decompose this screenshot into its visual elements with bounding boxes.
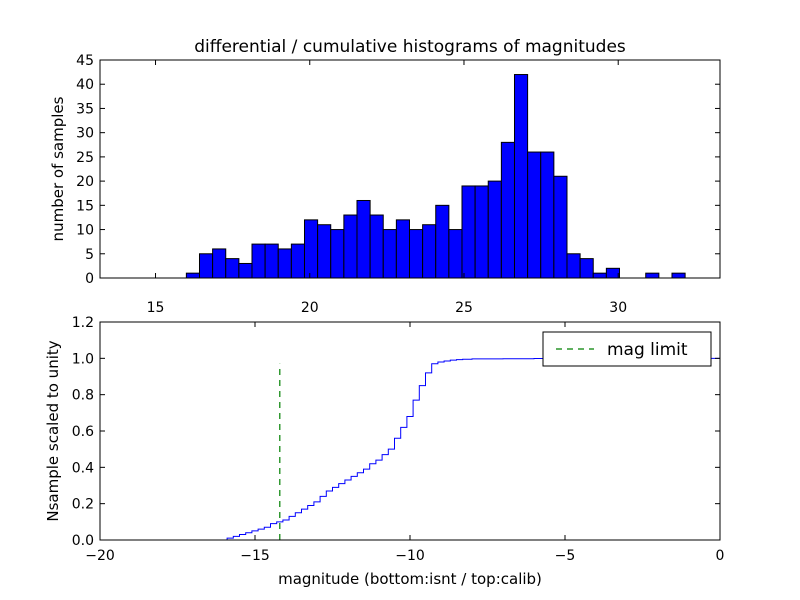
bottom-series-group — [100, 357, 721, 541]
top-x-tick-label: 15 — [147, 300, 165, 316]
bottom-y-tick-label: 1.2 — [72, 315, 94, 331]
bottom-x-axis-label: magnitude (bottom:isnt / top:calib) — [278, 570, 542, 588]
bottom-x-tick-label: −20 — [85, 548, 115, 564]
histogram-bar — [487, 180, 502, 279]
bottom-y-tick-label: 0.2 — [72, 497, 94, 513]
histogram-bar — [212, 248, 227, 279]
histogram-bar — [579, 258, 594, 279]
top-y-tick-label: 0 — [85, 271, 94, 287]
histogram-bar — [553, 175, 568, 279]
legend-box — [542, 331, 712, 367]
top-x-tick-label: 25 — [455, 300, 473, 316]
top-y-axis-label: number of samples — [49, 96, 67, 241]
histogram-bar — [356, 199, 371, 279]
histogram-bar — [185, 272, 200, 279]
top-x-tick-label: 30 — [609, 300, 627, 316]
top-y-tick-label: 15 — [76, 198, 94, 214]
top-y-tick-label: 30 — [76, 126, 94, 142]
histogram-bar — [527, 151, 542, 279]
histogram-bar — [264, 243, 279, 279]
histogram-bar — [474, 185, 489, 279]
bottom-x-tick-label: −5 — [555, 548, 576, 564]
top-y-tick-label: 35 — [76, 101, 94, 117]
histogram-bar — [645, 272, 660, 279]
top-bars-group — [185, 74, 686, 279]
bottom-y-tick-label: 0.8 — [72, 388, 94, 404]
histogram-bar — [277, 248, 292, 279]
bottom-y-tick-label: 0.0 — [72, 533, 94, 549]
histogram-bar — [225, 258, 240, 279]
bottom-y-tick-label: 1.0 — [72, 351, 94, 367]
bottom-x-tick-label: −15 — [240, 548, 270, 564]
legend-entry-mag-limit: mag limit — [607, 340, 688, 360]
histogram-bar — [408, 229, 424, 279]
histogram-bar — [461, 185, 476, 279]
bottom-y-tick-label: 0.6 — [72, 424, 94, 440]
top-y-tick-label: 20 — [76, 174, 94, 190]
top-chart-title: differential / cumulative histograms of … — [194, 37, 626, 57]
histogram-bar — [238, 262, 253, 279]
histogram-bar — [395, 219, 410, 279]
histogram-bar — [435, 204, 450, 279]
histogram-bar — [290, 243, 305, 279]
histogram-bar — [448, 229, 463, 279]
histogram-bar — [330, 229, 345, 279]
top-y-tick-label: 10 — [76, 223, 94, 239]
histogram-bar — [343, 214, 358, 279]
histogram-bar — [605, 267, 620, 279]
top-y-tick-label: 25 — [76, 150, 94, 166]
top-y-tick-label: 40 — [76, 77, 94, 93]
histogram-bar — [540, 151, 555, 279]
histogram-bar — [500, 141, 515, 279]
legend: mag limit — [542, 331, 712, 367]
cumulative-step-line — [100, 357, 721, 541]
histogram-bar — [382, 229, 397, 279]
histogram-bar — [369, 214, 384, 279]
histogram-bar — [251, 243, 266, 279]
bottom-y-tick-label: 0.4 — [72, 460, 94, 476]
histogram-bar — [422, 224, 437, 279]
top-y-tick-label: 5 — [85, 247, 94, 263]
bottom-x-tick-label: 0 — [716, 548, 725, 564]
top-y-tick-label: 45 — [76, 53, 94, 69]
histogram-bar — [198, 253, 214, 279]
bottom-y-axis-label: Nsample scaled to unity — [44, 340, 62, 521]
histogram-bar — [566, 253, 581, 279]
top-plot-frame — [99, 59, 721, 279]
top-ticks-group: 0 5 10 15 20 25 30 35 40 45 15 20 25 30 — [76, 53, 720, 316]
histogram-bar — [671, 272, 686, 279]
histogram-bar — [592, 272, 607, 279]
histogram-bar — [513, 74, 529, 279]
top-x-tick-label: 20 — [301, 300, 319, 316]
histogram-bar — [317, 224, 332, 279]
histogram-bar — [303, 219, 319, 279]
bottom-ticks-group: 0.0 0.2 0.4 0.6 0.8 1.0 1.2 −20 −15 −10 −5 0 — [72, 315, 725, 564]
bottom-x-tick-label: −10 — [395, 548, 425, 564]
